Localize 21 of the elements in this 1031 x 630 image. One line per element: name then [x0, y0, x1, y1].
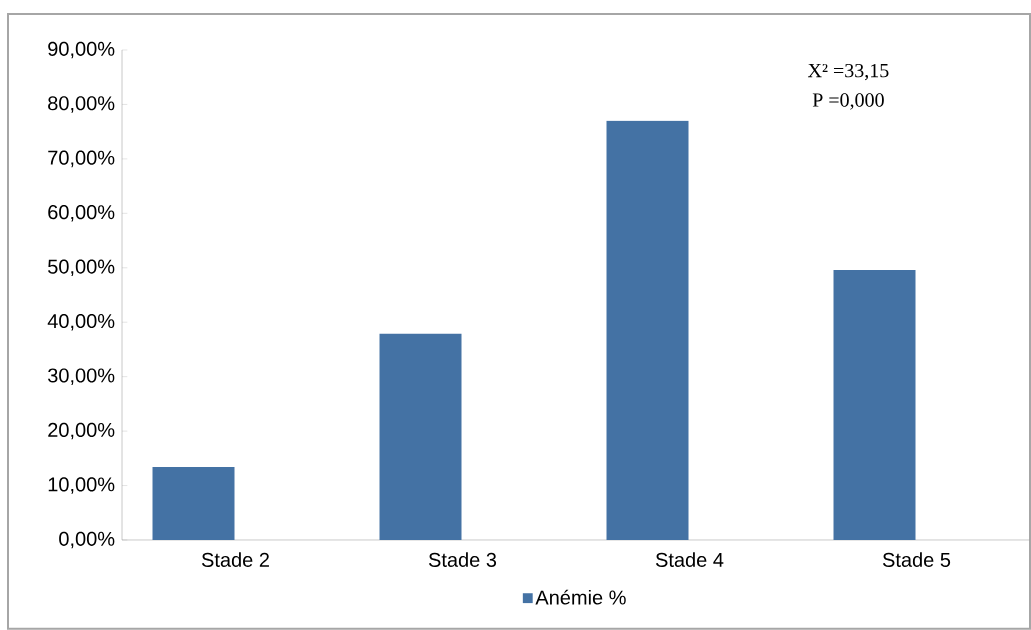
x-tick-label: Stade 2: [201, 552, 269, 567]
y-tick-label: 90,00%: [48, 41, 115, 59]
legend-label: Anémie %: [535, 589, 626, 605]
annotation: X² =33,15: [807, 63, 889, 81]
x-tick-label: Stade 5: [882, 552, 951, 567]
y-tick-label: 0,00%: [59, 531, 115, 549]
y-tick-label: 40,00%: [47, 313, 115, 331]
bar: [833, 269, 916, 540]
y-tick-label: 80,00%: [48, 96, 115, 113]
y-tick-label: 70,00%: [48, 150, 115, 168]
y-tick-label: 20,00%: [48, 422, 115, 440]
bar: [152, 467, 235, 540]
x-tick-label: Stade 4: [655, 552, 724, 567]
y-tick-label: 10,00%: [48, 477, 115, 494]
y-tick-label: 60,00%: [48, 205, 115, 222]
annotation: P =0,000: [812, 93, 884, 110]
bar: [606, 120, 689, 540]
x-tick-label: Stade 3: [428, 552, 497, 567]
bar: [379, 333, 462, 540]
y-tick-label: 30,00%: [48, 368, 115, 385]
y-tick-label: 50,00%: [48, 259, 115, 277]
